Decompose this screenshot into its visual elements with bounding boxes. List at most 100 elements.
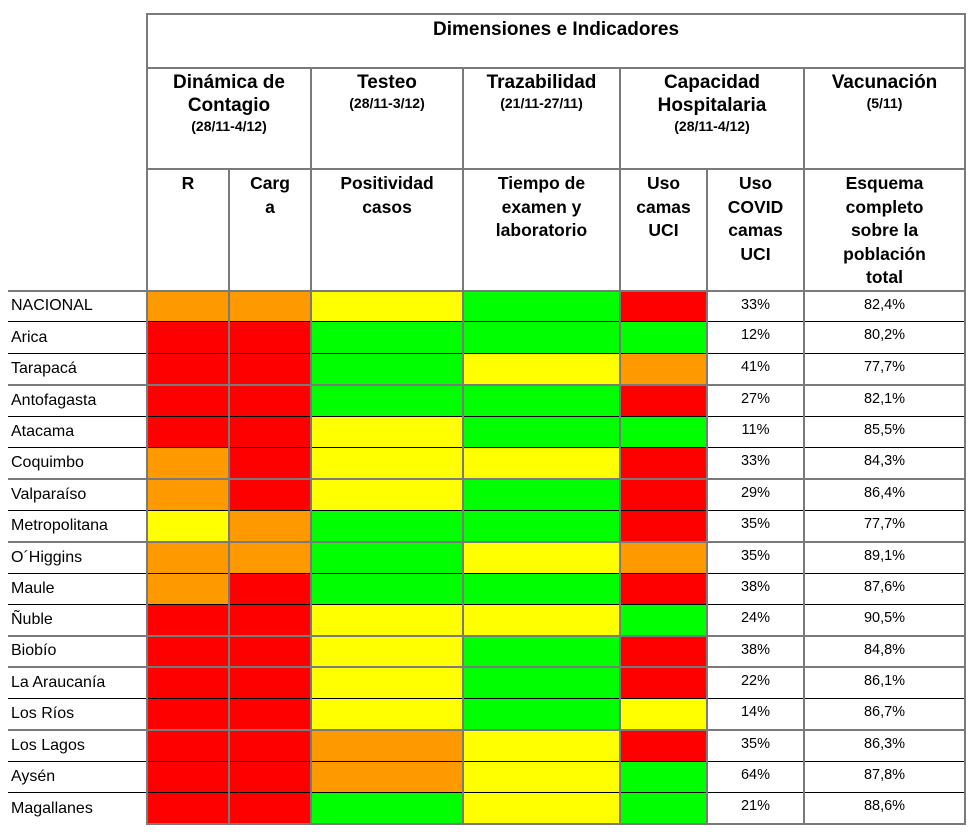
esquema-completo-value: 86,4%: [803, 477, 966, 511]
status-cell-r: [146, 666, 230, 700]
uso-covid-uci-value: 35%: [706, 540, 805, 574]
status-cell-tiempo: [462, 572, 621, 605]
dimension-period: (21/11-27/11): [500, 95, 583, 111]
status-cell-r: [146, 509, 230, 543]
status-cell-carga: [228, 415, 312, 448]
esquema-completo-value: 87,8%: [803, 760, 966, 794]
region-label: Arica: [8, 321, 147, 354]
table-row: Valparaíso 29% 86,4%: [8, 477, 966, 511]
status-cell-carga: [228, 634, 312, 668]
esquema-completo-value: 84,8%: [803, 634, 966, 668]
indicators-table: Dimensiones e Indicadores Dinámica de Co…: [8, 13, 966, 825]
status-cell-tiempo: [462, 446, 621, 480]
status-cell-r: [146, 352, 230, 386]
status-cell-tiempo: [462, 352, 621, 386]
status-cell-r: [146, 760, 230, 794]
status-cell-uso-uci: [619, 446, 708, 480]
uso-covid-uci-value: 33%: [706, 289, 805, 323]
region-label: O´Higgins: [8, 540, 147, 574]
table-row: Atacama 11% 85,5%: [8, 415, 966, 448]
status-cell-r: [146, 289, 230, 323]
region-label: Biobío: [8, 634, 147, 668]
region-label: Antofagasta: [8, 383, 147, 417]
table-row: Aysén 64% 87,8%: [8, 760, 966, 794]
status-cell-uso-uci: [619, 760, 708, 794]
dimension-period: (28/11-4/12): [191, 118, 267, 134]
indicator-tiempo-examen: Tiempo de examen y laboratorio: [462, 168, 621, 292]
status-cell-uso-uci: [619, 698, 708, 731]
status-cell-uso-uci: [619, 477, 708, 511]
indicator-positividad: Positividad casos: [310, 168, 464, 292]
table-title: Dimensiones e Indicadores: [146, 13, 966, 69]
esquema-completo-value: 86,7%: [803, 698, 966, 731]
status-cell-positividad: [310, 572, 464, 605]
status-cell-r: [146, 321, 230, 354]
status-cell-tiempo: [462, 634, 621, 668]
dimension-name: Testeo: [357, 72, 417, 93]
status-cell-positividad: [310, 477, 464, 511]
status-cell-carga: [228, 321, 312, 354]
esquema-completo-value: 90,5%: [803, 603, 966, 637]
status-cell-r: [146, 477, 230, 511]
status-cell-positividad: [310, 415, 464, 448]
region-label: Coquimbo: [8, 446, 147, 480]
esquema-completo-value: 89,1%: [803, 540, 966, 574]
dimension-dinamica-contagio: Dinámica de Contagio (28/11-4/12): [146, 67, 312, 170]
region-label: Los Lagos: [8, 728, 147, 762]
table-row: Coquimbo 33% 84,3%: [8, 446, 966, 480]
corner-blank: [8, 14, 147, 68]
status-cell-r: [146, 446, 230, 480]
esquema-completo-value: 85,5%: [803, 415, 966, 448]
table-row: Los Ríos 14% 86,7%: [8, 698, 966, 731]
status-cell-positividad: [310, 666, 464, 700]
status-cell-uso-uci: [619, 792, 708, 825]
uso-covid-uci-value: 24%: [706, 603, 805, 637]
status-cell-carga: [228, 792, 312, 825]
status-cell-uso-uci: [619, 289, 708, 323]
uso-covid-uci-value: 22%: [706, 666, 805, 700]
region-label: Maule: [8, 572, 147, 605]
uso-covid-uci-value: 38%: [706, 572, 805, 605]
status-cell-carga: [228, 728, 312, 762]
status-cell-positividad: [310, 383, 464, 417]
region-label: Atacama: [8, 415, 147, 448]
indicator-uso-covid-camas-uci: Uso COVID camas UCI: [706, 168, 805, 292]
region-label: Los Ríos: [8, 698, 147, 731]
esquema-completo-value: 86,3%: [803, 728, 966, 762]
status-cell-r: [146, 603, 230, 637]
dimension-vacunacion: Vacunación (5/11): [803, 67, 966, 170]
uso-covid-uci-value: 11%: [706, 415, 805, 448]
table-row: La Araucanía 22% 86,1%: [8, 666, 966, 700]
region-label: Aysén: [8, 760, 147, 794]
status-cell-tiempo: [462, 698, 621, 731]
status-cell-positividad: [310, 792, 464, 825]
status-cell-uso-uci: [619, 728, 708, 762]
indicator-carga: Carg a: [228, 168, 312, 292]
uso-covid-uci-value: 41%: [706, 352, 805, 386]
status-cell-positividad: [310, 289, 464, 323]
dimension-period: (28/11-3/12): [349, 95, 425, 111]
status-cell-carga: [228, 760, 312, 794]
status-cell-r: [146, 728, 230, 762]
uso-covid-uci-value: 64%: [706, 760, 805, 794]
status-cell-uso-uci: [619, 415, 708, 448]
status-cell-carga: [228, 698, 312, 731]
dimension-period: (5/11): [866, 95, 903, 111]
table-row: Antofagasta 27% 82,1%: [8, 383, 966, 417]
table-row: Metropolitana 35% 77,7%: [8, 509, 966, 543]
table-row: NACIONAL 33% 82,4%: [8, 289, 966, 323]
status-cell-carga: [228, 603, 312, 637]
status-cell-uso-uci: [619, 603, 708, 637]
esquema-completo-value: 84,3%: [803, 446, 966, 480]
table-row: Maule 38% 87,6%: [8, 572, 966, 605]
status-cell-positividad: [310, 321, 464, 354]
status-cell-carga: [228, 446, 312, 480]
status-cell-positividad: [310, 352, 464, 386]
status-cell-uso-uci: [619, 383, 708, 417]
status-cell-uso-uci: [619, 666, 708, 700]
uso-covid-uci-value: 29%: [706, 477, 805, 511]
status-cell-carga: [228, 289, 312, 323]
uso-covid-uci-value: 35%: [706, 509, 805, 543]
status-cell-positividad: [310, 728, 464, 762]
uso-covid-uci-value: 12%: [706, 321, 805, 354]
